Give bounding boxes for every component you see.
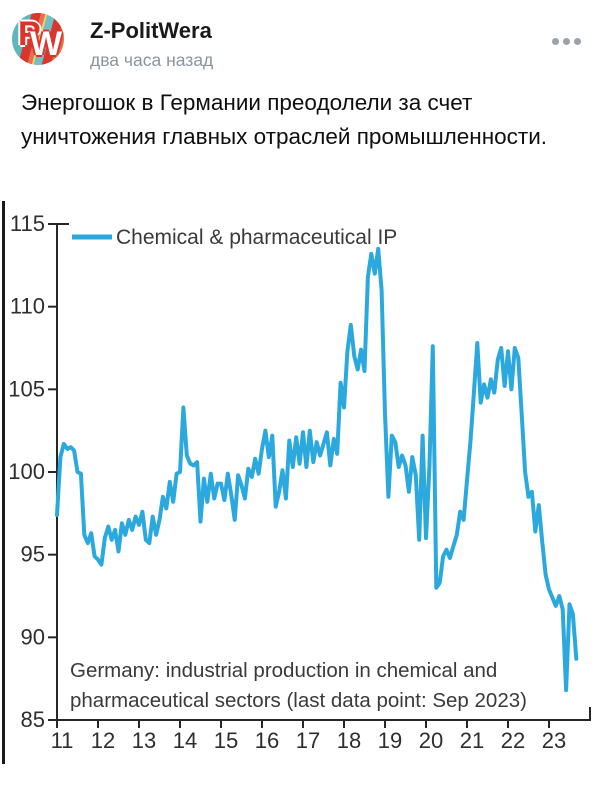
- x-axis-label: 22: [501, 728, 525, 753]
- channel-name[interactable]: Z-PolitWera: [90, 18, 212, 43]
- x-axis-label: 20: [419, 728, 443, 753]
- x-axis-label: 14: [173, 728, 197, 753]
- post-text: Энергошок в Германии преодолели за счет …: [21, 90, 548, 149]
- avatar-letter-p: P: [18, 15, 41, 53]
- x-axis-label: 21: [460, 728, 484, 753]
- legend-label: Chemical & pharmaceutical IP: [116, 226, 397, 249]
- x-axis-label: 23: [542, 728, 566, 753]
- y-axis-label: 95: [21, 542, 45, 567]
- dot-icon: [574, 38, 581, 45]
- y-axis-label: 110: [10, 294, 45, 319]
- annotation-line-2: pharmaceutical sectors (last data point:…: [70, 689, 527, 712]
- y-axis-label: 115: [10, 211, 45, 236]
- dot-icon: [552, 38, 559, 45]
- data-line-chemical-pharma-ip: [55, 246, 579, 693]
- y-axis-label: 90: [21, 624, 45, 649]
- x-axis-label: 15: [214, 728, 238, 753]
- more-options-button[interactable]: [546, 32, 587, 51]
- axis-frame: [56, 223, 591, 721]
- x-axis-label: 12: [91, 728, 115, 753]
- x-axis-label: 18: [337, 728, 361, 753]
- chart-image-left-edge: [2, 201, 5, 764]
- y-axis-label: 85: [21, 707, 45, 732]
- y-axis-label: 100: [8, 459, 45, 484]
- channel-avatar[interactable]: P W: [12, 13, 64, 65]
- x-axis-label: 19: [378, 728, 402, 753]
- avatar-letter-w: W: [30, 25, 63, 63]
- x-axis-label: 11: [51, 728, 74, 753]
- post-timestamp: два часа назад: [90, 50, 214, 70]
- y-axis-label: 105: [8, 376, 45, 401]
- x-axis-label: 16: [255, 728, 279, 753]
- dot-icon: [563, 38, 570, 45]
- x-axis-label: 13: [132, 728, 156, 753]
- chart-image[interactable]: 115 110 105 100 95 90 85 11 12 13 14 15 16 17 18 19 20 21…: [0, 200, 604, 782]
- x-axis-label: 17: [296, 728, 320, 753]
- annotation-line-1: Germany: industrial production in chemic…: [70, 659, 497, 682]
